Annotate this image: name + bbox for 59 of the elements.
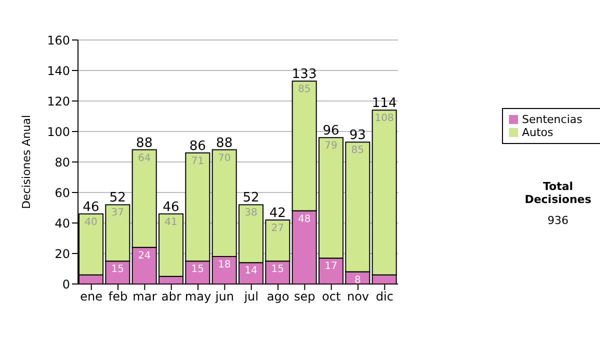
legend-label: Autos <box>522 126 554 139</box>
x-tick-label: mar <box>132 290 157 304</box>
legend-label: Sentencias <box>522 113 582 126</box>
data-label: 38 <box>244 208 258 219</box>
total-label: 46 <box>82 200 100 215</box>
y-tick-label: 20 <box>54 246 70 261</box>
data-label: 85 <box>351 145 364 156</box>
total-label: 93 <box>349 128 366 144</box>
x-tick-label: abr <box>161 290 182 304</box>
data-label: 37 <box>111 208 124 219</box>
data-label: 17 <box>324 261 338 272</box>
data-label: 48 <box>298 214 311 225</box>
total-label: 133 <box>292 67 317 82</box>
x-tick-label: ene <box>80 290 103 304</box>
x-tick-label: sep <box>294 290 316 304</box>
x-tick-label: feb <box>108 290 128 304</box>
data-label: 79 <box>324 140 338 152</box>
data-label: 71 <box>191 156 204 167</box>
total-label: 52 <box>109 190 126 206</box>
y-tick-label: 0 <box>62 277 70 292</box>
x-tick-label: dic <box>376 290 394 304</box>
x-tick-label: ago <box>266 290 290 304</box>
data-label: 64 <box>138 152 151 164</box>
y-tick-label: 60 <box>54 186 70 200</box>
x-tick-label: nov <box>346 290 370 304</box>
data-label: 24 <box>138 250 151 262</box>
y-tick-label: 80 <box>54 155 70 170</box>
text: Total Decisiones <box>524 180 592 206</box>
data-label: 15 <box>111 264 124 276</box>
data-label: 41 <box>164 216 178 228</box>
y-tick-label: 40 <box>54 216 70 230</box>
data-label: 8 <box>354 274 361 286</box>
x-tick-label: jun <box>214 290 234 304</box>
data-label: 15 <box>191 264 204 276</box>
x-tick-label: may <box>184 290 212 304</box>
y-tick-label: 120 <box>47 94 70 108</box>
total-label: 46 <box>162 200 180 215</box>
total-label: 52 <box>242 190 260 206</box>
data-label: 18 <box>218 260 231 271</box>
total-label: 96 <box>322 124 340 139</box>
total-label: 86 <box>189 138 206 154</box>
data-label: 85 <box>298 84 311 96</box>
data-label: 40 <box>84 216 98 228</box>
data-label: 108 <box>374 113 394 124</box>
total-label: 114 <box>372 96 397 112</box>
x-tick-label: jul <box>243 290 258 304</box>
y-tick-label: 160 <box>47 33 70 48</box>
total-label: 42 <box>269 206 286 221</box>
data-label: 15 <box>271 264 284 276</box>
data-label: 70 <box>218 152 231 164</box>
total-label: 88 <box>136 136 153 151</box>
total-label: 88 <box>216 136 233 151</box>
y-axis-title: Decisiones Anual <box>20 114 33 210</box>
data-label: 14 <box>244 266 258 277</box>
y-tick-label: 140 <box>47 64 70 78</box>
data-label: 27 <box>271 222 284 234</box>
x-tick-label: oct <box>322 290 341 304</box>
y-tick-label: 100 <box>47 124 70 139</box>
text: 936 <box>546 214 570 227</box>
